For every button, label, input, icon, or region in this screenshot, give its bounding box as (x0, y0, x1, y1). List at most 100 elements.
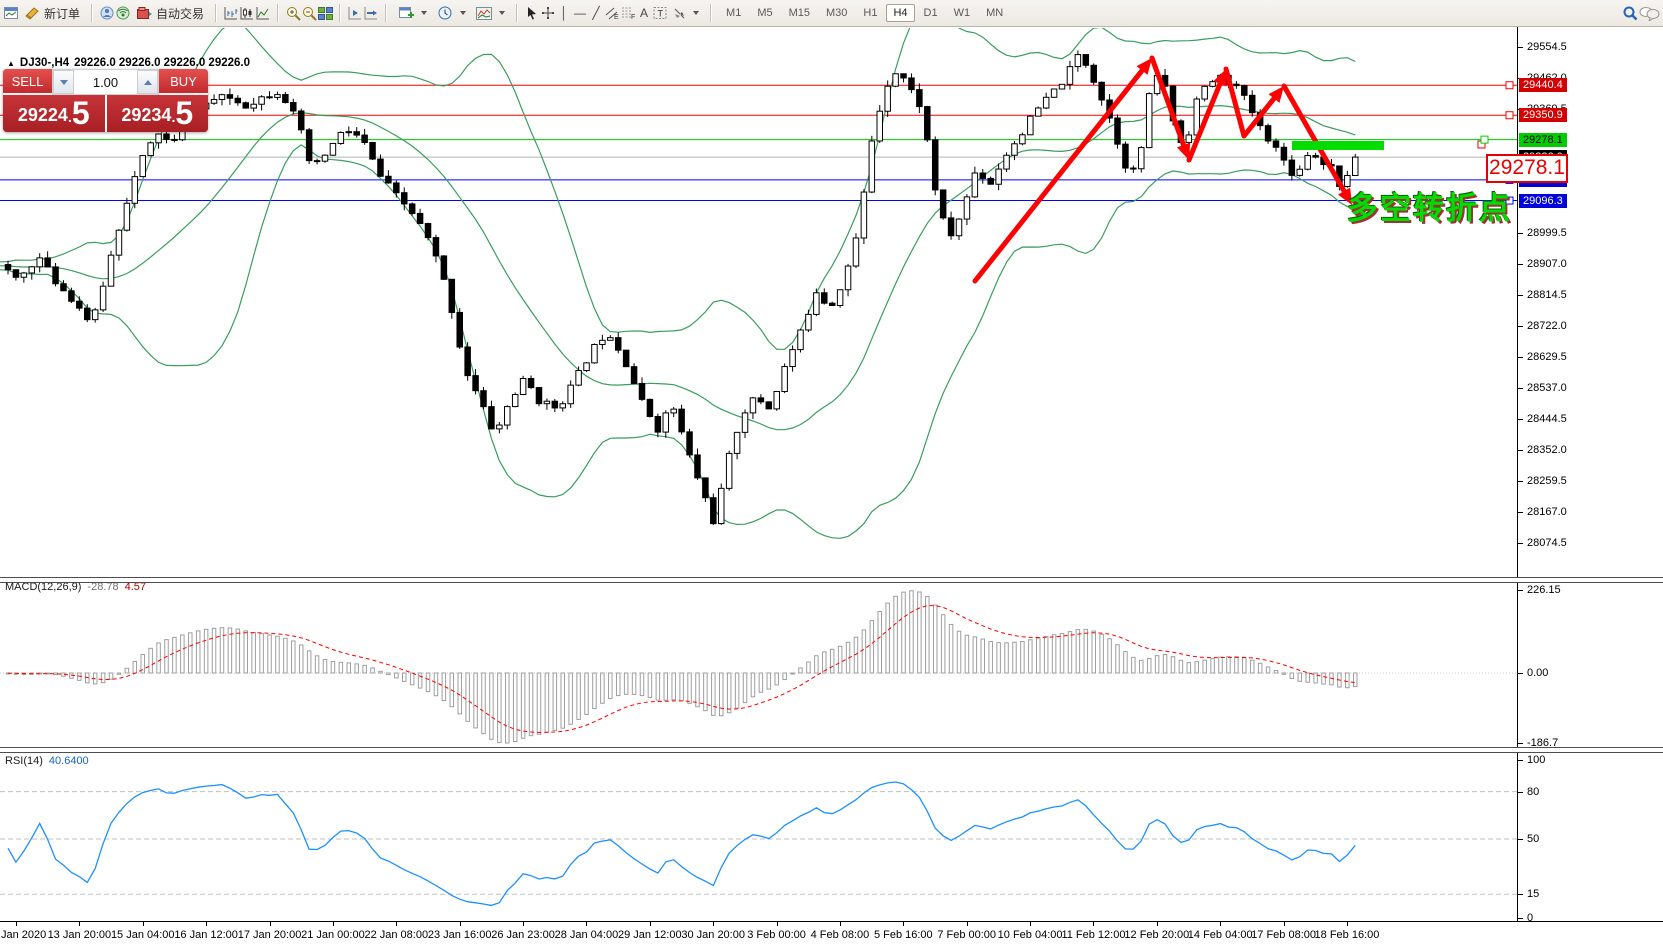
price-level-label: 29440.4 (1519, 78, 1567, 93)
chevron-down-icon (460, 11, 467, 15)
chart-shift-icon[interactable] (363, 5, 379, 21)
community-icon[interactable] (99, 5, 115, 21)
crosshair-icon[interactable] (540, 5, 556, 21)
text-icon[interactable]: A (640, 6, 649, 20)
chart-area[interactable]: ▲ DJ30-,H4 29226.0 29226.0 29226.0 29226… (0, 27, 1663, 946)
time-tick-label: 23 Jan 16:00 (427, 929, 492, 941)
price-tick-label: 29554.5 (1527, 41, 1567, 53)
new-order-label: 新订单 (44, 6, 81, 21)
indicators-button[interactable] (471, 3, 510, 23)
text-label-icon[interactable]: T (652, 5, 668, 21)
price-tick-label: 28352.0 (1527, 444, 1567, 456)
line-chart-icon[interactable] (255, 5, 271, 21)
zoom-out-icon[interactable] (301, 5, 317, 21)
macd-signal-value: 4.57 (124, 581, 147, 593)
macd-panel[interactable] (0, 581, 1517, 747)
autotrading-button[interactable]: 自动交易 (131, 3, 209, 24)
price-tick-label: 28722.0 (1527, 320, 1567, 332)
time-tick-label: 15 Jan 04:00 (110, 929, 175, 941)
sell-price[interactable]: 29224. 5 (3, 95, 105, 132)
vertical-line-icon[interactable]: │ (560, 6, 568, 20)
chevron-down-icon (421, 11, 428, 15)
rsi-panel[interactable] (0, 751, 1517, 921)
price-level-label: 29350.9 (1519, 108, 1567, 123)
period-button[interactable] (432, 3, 471, 23)
volume-box: 1.00 (52, 69, 159, 95)
sell-button[interactable]: SELL (3, 69, 52, 95)
svg-text:T: T (657, 9, 663, 19)
buy-button[interactable]: BUY (159, 69, 208, 95)
timeframe-button-h4[interactable]: H4 (886, 4, 915, 22)
chinese-note-annotation[interactable]: 多空转折点 (1347, 191, 1512, 226)
time-tick-label: 22 Jan 08:00 (364, 929, 429, 941)
price-tag-annotation[interactable]: 29278.1 (1486, 154, 1568, 183)
time-tick-label: 21 Jan 00:00 (301, 929, 365, 941)
svg-text:E: E (614, 14, 619, 20)
price-tick-label: 28814.5 (1527, 289, 1567, 301)
chart-window-icon[interactable] (3, 5, 19, 21)
timeframe-button-m1[interactable]: M1 (726, 7, 742, 19)
price-tick-label: 0.00 (1527, 667, 1549, 679)
price-tick-label: 0 (1527, 912, 1534, 924)
chart-symbol-header: ▲ DJ30-,H4 29226.0 29226.0 29226.0 29226… (7, 57, 250, 69)
time-tick-label: 5 Feb 16:00 (873, 929, 933, 941)
timeframe-button-m30[interactable]: M30 (826, 7, 848, 19)
timeframe-button-m15[interactable]: M15 (788, 7, 810, 19)
buy-price[interactable]: 29234. 5 (107, 95, 209, 132)
horizontal-line-icon[interactable]: — (574, 6, 587, 20)
time-tick-label: 18 Feb 16:00 (1314, 929, 1380, 941)
collapse-arrow-icon[interactable]: ▲ (7, 58, 15, 68)
timeframe-group: M1 M5 M15 M30 H1 H4 D1 W1 MN (715, 0, 1014, 26)
price-level-label: 29096.3 (1519, 193, 1567, 208)
symbol-quotes: 29226.0 29226.0 29226.0 29226.0 (74, 57, 251, 69)
bar-chart-icon[interactable] (223, 5, 239, 21)
new-chart-button[interactable] (393, 3, 432, 23)
channel-icon[interactable]: E (604, 5, 620, 21)
search-icon[interactable] (1622, 5, 1638, 21)
new-order-button[interactable]: 新订单 (19, 3, 85, 24)
macd-main-value: -28.78 (87, 581, 119, 593)
time-tick-label: 29 Jan 12:00 (617, 929, 682, 941)
time-tick-label: 17 Jan 20:00 (237, 929, 302, 941)
price-tick-label: 28444.5 (1527, 413, 1567, 425)
price-tick-label: 28537.0 (1527, 382, 1567, 394)
price-tick-label: 100 (1527, 754, 1546, 766)
time-tick-label: 17 Feb 08:00 (1251, 929, 1317, 941)
time-tick-label: 16 Jan 12:00 (174, 929, 238, 941)
cursor-icon[interactable] (524, 5, 540, 21)
fibonacci-icon[interactable]: F (620, 5, 636, 21)
tile-windows-icon[interactable] (317, 5, 333, 21)
timeframe-button-h1[interactable]: H1 (863, 7, 878, 19)
timeframe-button-m5[interactable]: M5 (757, 7, 773, 19)
volume-increase-button[interactable] (137, 70, 158, 94)
autotrading-label: 自动交易 (156, 6, 205, 21)
timeframe-button-mn[interactable]: MN (986, 7, 1004, 19)
zoom-in-icon[interactable] (285, 5, 301, 21)
time-tick-label: 11 Feb 12:00 (1061, 929, 1126, 941)
auto-scroll-icon[interactable] (347, 5, 363, 21)
price-tick-label: 28907.0 (1527, 258, 1567, 270)
trendline-icon[interactable]: ╱ (592, 6, 600, 20)
time-tick-label: 14 Feb 04:00 (1187, 929, 1253, 941)
sell-price-int: 29224 (17, 105, 68, 125)
buy-price-frac: 5 (175, 95, 194, 131)
price-tick-label: 28999.5 (1527, 227, 1567, 239)
arrows-button[interactable] (668, 5, 704, 22)
panel-splitter[interactable] (0, 577, 1663, 583)
autotrading-icon (136, 5, 152, 21)
time-tick-label: 12 Feb 20:00 (1124, 929, 1190, 941)
chat-icon[interactable] (1638, 5, 1660, 21)
buy-price-int: 29234 (121, 105, 172, 125)
chevron-down-icon (499, 11, 506, 15)
volume-decrease-button[interactable] (53, 70, 74, 94)
volume-value[interactable]: 1.00 (92, 74, 119, 90)
timeframe-button-w1[interactable]: W1 (953, 7, 971, 19)
time-tick-label: 26 Jan 23:00 (491, 929, 555, 941)
signals-icon[interactable] (115, 5, 131, 21)
panel-splitter[interactable] (0, 747, 1663, 753)
candlestick-chart-icon[interactable] (239, 5, 255, 21)
timeframe-button-d1[interactable]: D1 (923, 7, 938, 19)
price-chart-panel[interactable] (0, 27, 1517, 577)
time-tick-label: 4 Feb 08:00 (810, 929, 870, 941)
